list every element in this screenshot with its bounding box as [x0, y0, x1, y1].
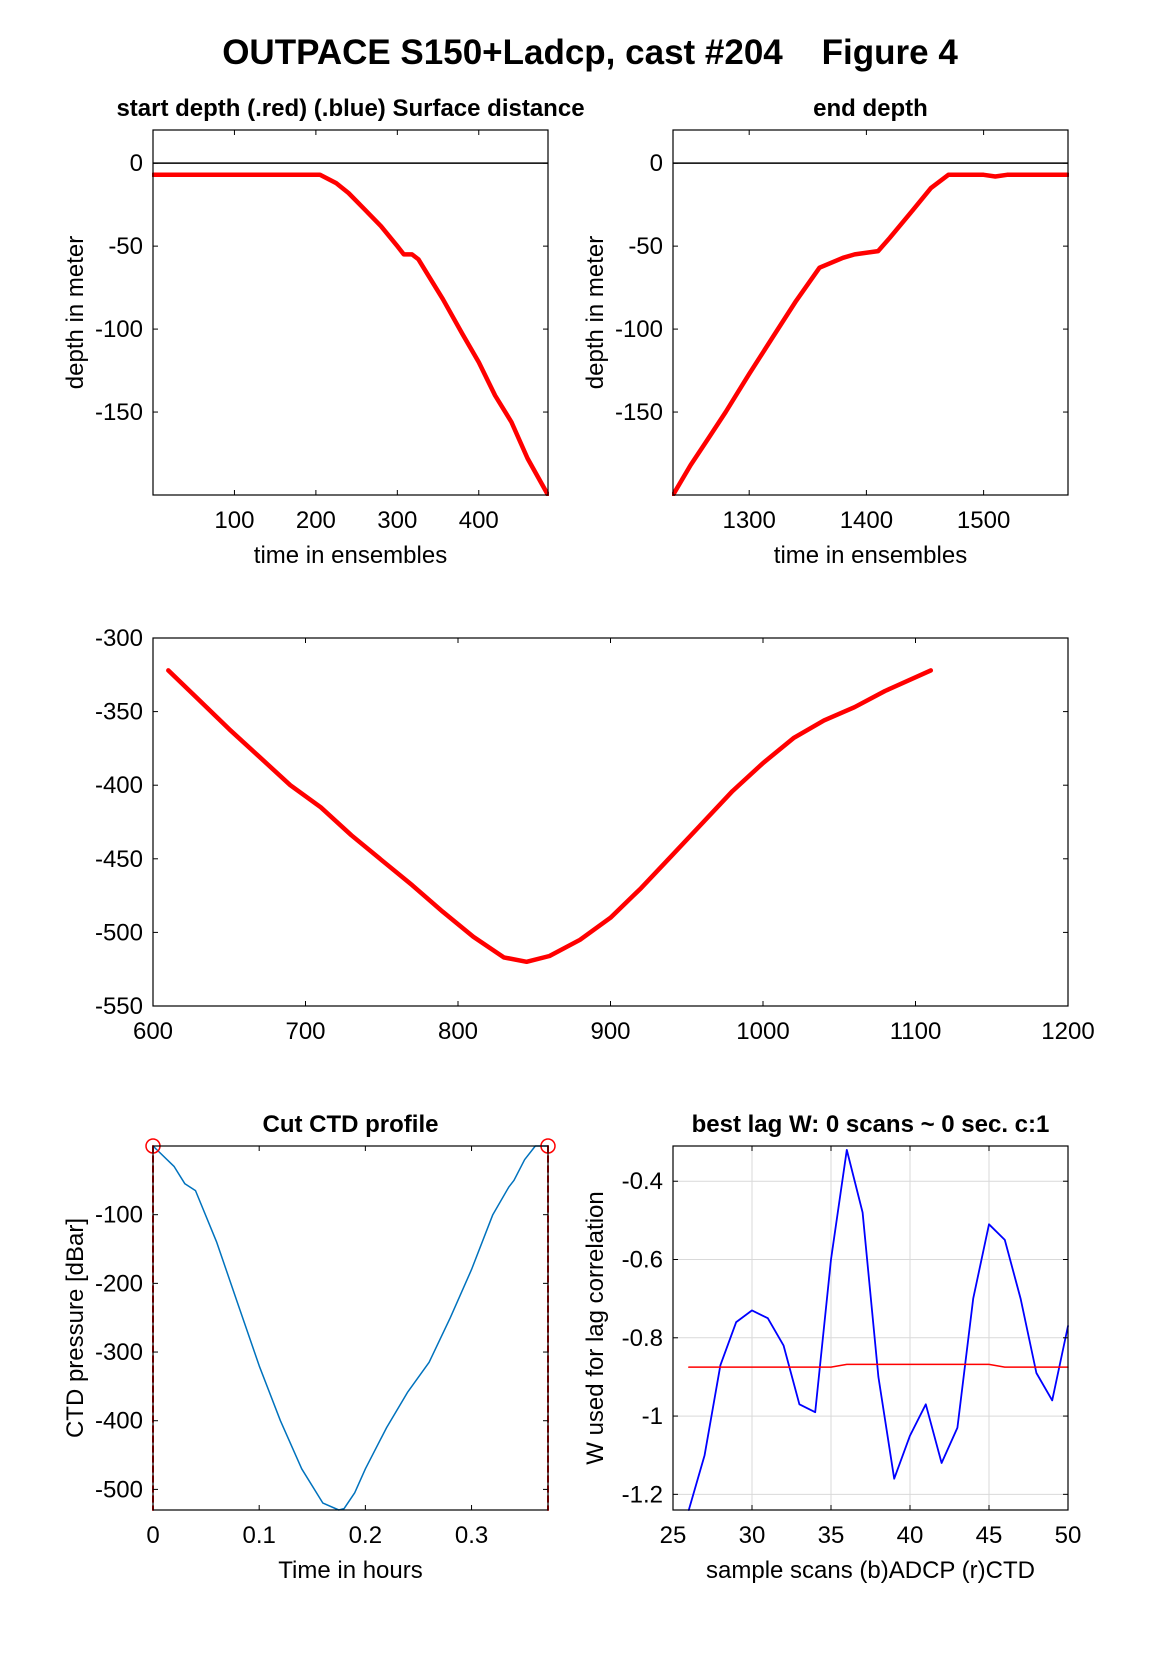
- chart-title: Cut CTD profile: [263, 1111, 439, 1138]
- y-tick-label: -100: [95, 1202, 143, 1229]
- x-tick-label: 1100: [890, 1018, 942, 1045]
- x-tick-label: 800: [438, 1018, 478, 1045]
- y-axis-label: CTD pressure [dBar]: [62, 1218, 89, 1438]
- x-tick-label: 35: [818, 1522, 845, 1549]
- x-tick-label: 1400: [840, 507, 893, 534]
- x-tick-label: 1000: [736, 1018, 789, 1045]
- y-tick-label: -300: [95, 1339, 143, 1366]
- y-tick-label: -50: [628, 233, 663, 260]
- x-tick-label: 50: [1055, 1522, 1082, 1549]
- x-axis-label: time in ensembles: [254, 542, 447, 569]
- y-tick-label: -150: [615, 399, 663, 426]
- x-tick-label: 700: [285, 1018, 325, 1045]
- y-tick-label: -500: [95, 1476, 143, 1503]
- x-tick-label: 300: [377, 507, 417, 534]
- x-tick-label: 1200: [1041, 1018, 1094, 1045]
- series-line-1: [687, 1149, 1069, 1511]
- x-tick-label: 600: [133, 1018, 173, 1045]
- y-tick-label: -1: [642, 1403, 663, 1430]
- y-tick-label: -350: [95, 699, 143, 726]
- series-line-2: [688, 1363, 1069, 1368]
- chart-title: start depth (.red) (.blue) Surface dista…: [116, 95, 584, 122]
- y-tick-label: -300: [95, 625, 143, 652]
- x-axis-label: Time in hours: [278, 1557, 423, 1584]
- x-tick-label: 25: [660, 1522, 687, 1549]
- x-tick-label: 40: [897, 1522, 924, 1549]
- y-tick-label: -500: [95, 919, 143, 946]
- axes-box: [152, 1145, 549, 1511]
- y-tick-label: -400: [95, 1408, 143, 1435]
- x-tick-label: 0: [146, 1522, 159, 1549]
- series-line-1: [152, 1145, 549, 1511]
- y-axis-label: depth in meter: [62, 236, 89, 389]
- x-tick-label: 30: [739, 1522, 766, 1549]
- y-tick-label: -0.4: [622, 1168, 663, 1195]
- y-tick-label: -200: [95, 1270, 143, 1297]
- chart-5: 25 30 35 40 45 50 -0.4 -0.6 -0.8 -1 -1.2 best lag W…: [582, 1111, 1081, 1584]
- y-tick-label: -1.2: [622, 1481, 663, 1508]
- series-line-1: [672, 172, 1069, 496]
- x-tick-label: 0.3: [455, 1522, 488, 1549]
- x-tick-label: 900: [590, 1018, 630, 1045]
- axes-box: [152, 129, 549, 496]
- x-tick-label: 400: [459, 507, 499, 534]
- x-tick-label: 45: [976, 1522, 1003, 1549]
- y-tick-label: -450: [95, 846, 143, 873]
- x-tick-label: 200: [296, 507, 336, 534]
- y-tick-label: -400: [95, 772, 143, 799]
- y-tick-label: -0.6: [622, 1247, 663, 1274]
- x-axis-label: sample scans (b)ADCP (r)CTD: [706, 1557, 1035, 1584]
- x-tick-label: 1500: [957, 507, 1010, 534]
- y-tick-label: -100: [95, 316, 143, 343]
- figure-title: OUTPACE S150+Ladcp, cast #204 Figure 4: [222, 33, 958, 72]
- y-axis-label: W used for lag correlation: [582, 1191, 609, 1464]
- y-tick-label: -0.8: [622, 1325, 663, 1352]
- axes-box: [672, 1145, 1069, 1511]
- chart-title: end depth: [813, 95, 928, 122]
- chart-1: 100 200 300 400 0 -50 -100 -150 start depth (.re…: [62, 95, 585, 569]
- y-tick-label: -550: [95, 993, 143, 1020]
- axes-box: [672, 129, 1069, 496]
- x-tick-label: 0.2: [349, 1522, 382, 1549]
- chart-4: 0 0.1 0.2 0.3 -100 -200 -300 -400 -500 Cut CTD pr…: [62, 1111, 556, 1584]
- y-axis-label: depth in meter: [582, 236, 609, 389]
- x-axis-label: time in ensembles: [774, 542, 967, 569]
- axes-box: [152, 637, 1069, 1007]
- x-tick-label: 1300: [722, 507, 775, 534]
- x-tick-label: 100: [214, 507, 254, 534]
- y-tick-label: 0: [130, 150, 143, 177]
- series-line-1: [152, 172, 549, 496]
- chart-3: 600 700 800 900 1000 1100 1200 -300 -350 -400 -450…: [95, 625, 1095, 1045]
- x-tick-label: 0.1: [242, 1522, 275, 1549]
- series-line-1: [166, 668, 934, 965]
- y-tick-label: -150: [95, 399, 143, 426]
- y-tick-label: -100: [615, 316, 663, 343]
- chart-title: best lag W: 0 scans ~ 0 sec. c:1: [692, 1111, 1050, 1138]
- y-tick-label: 0: [650, 150, 663, 177]
- chart-2: 1300 1400 1500 0 -50 -100 -150 end depth time in…: [582, 95, 1069, 569]
- y-tick-label: -50: [108, 233, 143, 260]
